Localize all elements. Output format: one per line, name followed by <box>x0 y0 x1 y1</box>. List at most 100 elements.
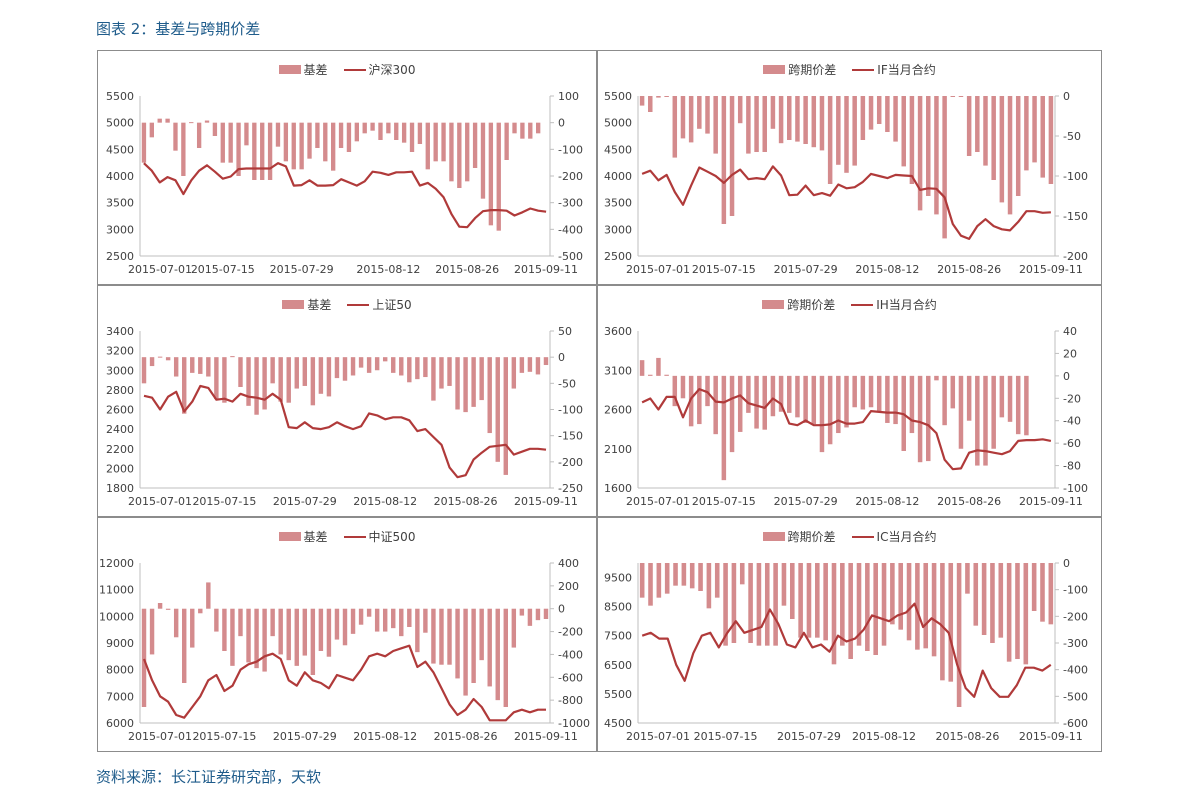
y-left-tick-label: 4000 <box>604 170 632 183</box>
legend-bar-swatch <box>763 65 786 74</box>
y-left-tick-label: 3200 <box>106 345 134 358</box>
bar-跨期价差 <box>1032 96 1037 163</box>
bar-跨期价差 <box>754 96 759 152</box>
bar-跨期价差 <box>973 563 979 626</box>
bar-基差 <box>173 357 179 377</box>
x-tick-label: 2015-07-01 <box>626 263 690 276</box>
bar-基差 <box>283 122 289 162</box>
y-right-tick-label: -20 <box>1063 392 1081 405</box>
x-tick-label: 2015-08-12 <box>356 263 420 276</box>
x-tick-label: 2015-07-29 <box>270 263 334 276</box>
bar-跨期价差 <box>705 375 710 407</box>
y-right-tick-label: -100 <box>1063 170 1088 183</box>
bar-基差 <box>374 357 380 371</box>
bar-基差 <box>386 122 391 134</box>
bar-基差 <box>401 122 407 143</box>
y-left-tick-label: 2200 <box>106 443 134 456</box>
bar-基差 <box>487 357 492 434</box>
bar-跨期价差 <box>827 375 833 445</box>
bar-基差 <box>260 122 265 180</box>
x-tick-label: 2015-08-26 <box>434 495 498 508</box>
bar-跨期价差 <box>773 563 778 646</box>
y-left-tick-label: 4000 <box>106 170 134 183</box>
legend-label-bar: 跨期价差 <box>787 298 836 312</box>
y-right-tick-label: 0 <box>1063 90 1070 103</box>
bar-跨期价差 <box>934 375 939 381</box>
bar-跨期价差 <box>942 375 947 426</box>
bar-基差 <box>318 608 324 651</box>
x-tick-label: 2015-08-12 <box>855 495 919 508</box>
bar-跨期价差 <box>639 563 645 598</box>
chart-svg: 3600 3100 2600 2100 1600 40 20 0 -20 -40 -60 -80 -10… <box>604 325 1088 508</box>
bar-跨期价差 <box>966 96 972 156</box>
bar-跨期价差 <box>721 375 727 481</box>
bar-基差 <box>382 357 388 362</box>
x-tick-label: 2015-07-01 <box>128 495 192 508</box>
bar-基差 <box>423 357 428 378</box>
bar-基差 <box>366 608 372 617</box>
bar-跨期价差 <box>729 96 735 216</box>
bar-基差 <box>157 603 163 609</box>
bar-基差 <box>278 357 283 402</box>
bar-基差 <box>236 122 241 176</box>
y-left-tick-label: 2600 <box>106 404 134 417</box>
y-left-tick-label: 11000 <box>99 584 134 597</box>
bar-跨期价差 <box>1015 96 1021 196</box>
y-left-tick-label: 6500 <box>604 659 632 672</box>
y-right-tick-label: 0 <box>558 603 565 616</box>
y-left-tick-label: 6000 <box>106 717 134 730</box>
y-right-tick-label: -200 <box>558 170 583 183</box>
bar-跨期价差 <box>917 375 923 463</box>
bar-跨期价差 <box>639 96 645 106</box>
y-left-tick-label: 4500 <box>604 717 632 730</box>
chart-legend: 基差 沪深300 <box>98 61 596 78</box>
y-right-tick-label: -50 <box>558 377 576 390</box>
bar-基差 <box>374 608 380 632</box>
y-right-tick-label: -60 <box>1063 437 1081 450</box>
bar-基差 <box>407 357 412 383</box>
bar-跨期价差 <box>836 375 841 434</box>
bar-跨期价差 <box>811 96 817 148</box>
y-left-tick-label: 5000 <box>106 117 134 130</box>
bar-跨期价差 <box>664 563 670 594</box>
y-left-tick-label: 3000 <box>106 223 134 236</box>
bar-基差 <box>503 357 508 475</box>
x-tick-label: 2015-09-11 <box>1019 495 1083 508</box>
bar-基差 <box>189 122 194 124</box>
y-right-tick-label: -300 <box>1063 637 1088 650</box>
bar-跨期价差 <box>1007 96 1013 215</box>
bar-跨期价差 <box>803 375 808 423</box>
bar-跨期价差 <box>746 96 751 154</box>
x-tick-label: 2015-07-29 <box>774 495 838 508</box>
chart-panel-1: 基差 沪深300 5500 5000 4500 4000 3500 3000 2500 100 0 -… <box>97 50 597 285</box>
bar-基差 <box>141 357 147 384</box>
bar-跨期价差 <box>965 563 970 594</box>
y-right-tick-label: 20 <box>1063 347 1077 360</box>
x-tick-label: 2015-08-26 <box>937 495 1001 508</box>
bar-基差 <box>238 357 243 387</box>
bar-跨期价差 <box>958 96 964 97</box>
legend-bar-swatch <box>282 300 305 309</box>
bar-基差 <box>302 357 308 386</box>
line-IC当月合约 <box>641 602 1052 698</box>
bar-跨期价差 <box>901 96 906 167</box>
y-left-tick-label: 9000 <box>106 637 134 650</box>
y-right-tick-label: 400 <box>558 557 579 570</box>
x-tick-label: 2015-08-12 <box>353 495 417 508</box>
y-left-tick-label: 4500 <box>604 143 632 156</box>
bar-基差 <box>423 608 428 633</box>
bar-跨期价差 <box>948 563 954 682</box>
bar-跨期价差 <box>844 96 849 173</box>
bar-基差 <box>299 122 304 170</box>
chart-panel-6: 跨期价差 IC当月合约 9500 8500 7500 6500 5500 4500 0 -100 -… <box>597 517 1102 752</box>
bar-基差 <box>487 608 492 687</box>
x-tick-label: 2015-07-29 <box>777 730 841 743</box>
bar-跨期价差 <box>1048 563 1054 625</box>
bar-跨期价差 <box>873 563 878 655</box>
y-left-tick-label: 10000 <box>99 610 134 623</box>
bar-跨期价差 <box>795 375 800 418</box>
bar-基差 <box>503 608 508 707</box>
bar-跨期价差 <box>737 96 743 124</box>
bar-跨期价差 <box>975 375 980 466</box>
bar-基差 <box>246 608 251 663</box>
